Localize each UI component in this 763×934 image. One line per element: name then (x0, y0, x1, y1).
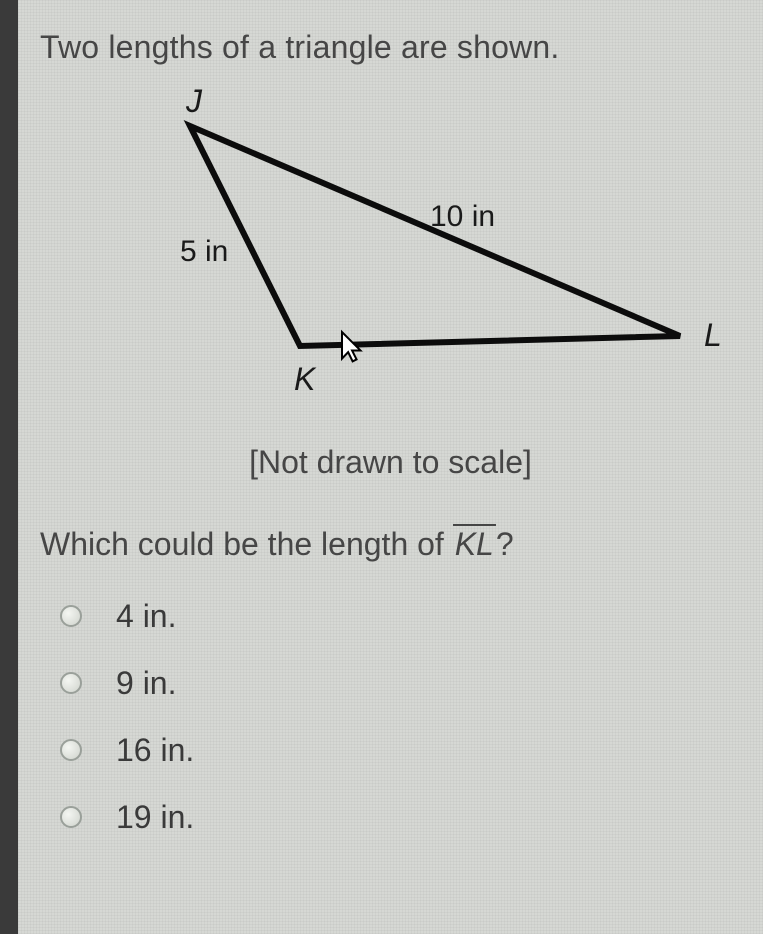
choice-b[interactable]: 9 in. (60, 665, 741, 702)
svg-text:K: K (294, 361, 317, 397)
choice-c[interactable]: 16 in. (60, 732, 741, 769)
radio-icon[interactable] (60, 672, 82, 694)
choice-label: 9 in. (116, 665, 176, 702)
svg-text:L: L (704, 317, 722, 353)
choice-d[interactable]: 19 in. (60, 799, 741, 836)
prompt-prefix: Which could be the length of (40, 526, 453, 562)
answer-choices: 4 in. 9 in. 16 in. 19 in. (40, 598, 741, 836)
radio-icon[interactable] (60, 806, 82, 828)
svg-text:J: J (185, 86, 203, 119)
prompt-suffix: ? (496, 526, 514, 562)
radio-icon[interactable] (60, 739, 82, 761)
left-gutter (0, 0, 18, 934)
question-container: Two lengths of a triangle are shown. JKL… (18, 0, 763, 934)
svg-text:5 in: 5 in (180, 235, 228, 268)
svg-text:10 in: 10 in (430, 200, 495, 233)
radio-icon[interactable] (60, 605, 82, 627)
triangle-diagram: J K L 5 in 10 in (90, 86, 730, 426)
choice-label: 4 in. (116, 598, 176, 635)
choice-label: 16 in. (116, 732, 194, 769)
choice-a[interactable]: 4 in. (60, 598, 741, 635)
segment-name: KL (453, 524, 496, 562)
diagram-caption: [Not drawn to scale] (40, 444, 741, 481)
choice-label: 19 in. (116, 799, 194, 836)
question-prompt: Which could be the length of KL? (40, 525, 741, 563)
triangle-svg: J K L 5 in 10 in (90, 86, 730, 426)
question-intro: Two lengths of a triangle are shown. (40, 28, 741, 66)
